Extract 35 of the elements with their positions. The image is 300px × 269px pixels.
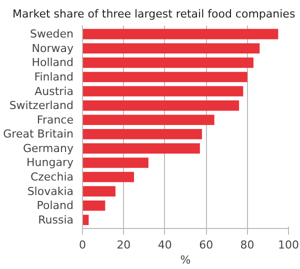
- y-tick-label: Great Britain: [3, 128, 74, 141]
- y-tick-label: Germany: [22, 142, 74, 155]
- bar: [82, 158, 148, 168]
- bar: [82, 114, 214, 125]
- y-tick-label: Sweden: [30, 28, 74, 41]
- x-tick-label: 60: [199, 238, 214, 252]
- x-tick-label: 100: [278, 238, 299, 252]
- y-tick-label: Norway: [32, 42, 74, 55]
- y-tick-label: Finland: [34, 70, 74, 84]
- x-tick-label: 0: [79, 238, 86, 252]
- bar: [82, 186, 116, 196]
- bar: [82, 143, 200, 154]
- x-tick-label: 20: [116, 238, 131, 252]
- y-tick-label: Poland: [36, 199, 74, 212]
- bar: [82, 100, 240, 111]
- x-axis-title: %: [180, 254, 191, 266]
- bar: [82, 86, 244, 96]
- bar: [82, 129, 202, 140]
- y-tick-label: Czechia: [30, 170, 74, 184]
- x-tick-label: 40: [158, 238, 172, 252]
- y-tick-label: Slovakia: [27, 184, 74, 198]
- bar: [82, 172, 134, 182]
- y-tick-label: Russia: [38, 213, 74, 226]
- bar: [82, 200, 106, 211]
- bar: [82, 58, 254, 68]
- y-tick-label: France: [36, 113, 74, 126]
- y-tick-label: Switzerland: [9, 99, 74, 112]
- y-tick-label: Hungary: [26, 156, 74, 170]
- y-tick-label: Holland: [32, 56, 74, 70]
- bar: [82, 72, 248, 82]
- bar: [82, 43, 260, 54]
- chart-title: Market share of three largest retail food companies: [12, 8, 296, 20]
- bar: [82, 28, 278, 40]
- y-tick-label: Austria: [34, 84, 74, 98]
- x-tick-label: 80: [240, 238, 254, 252]
